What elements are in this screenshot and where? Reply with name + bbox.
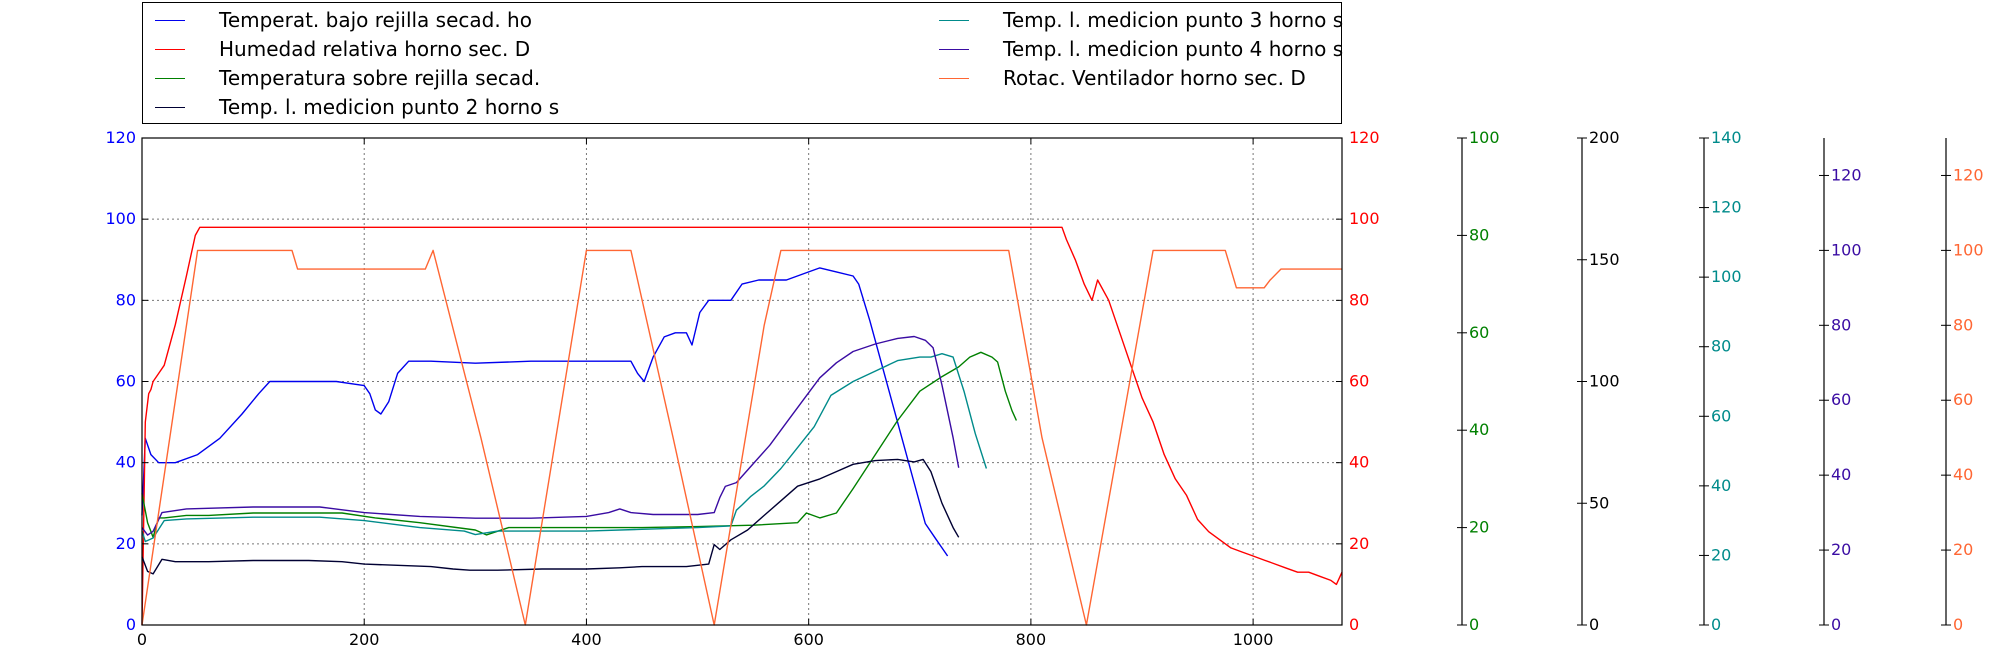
legend-label: Temperatura sobre rejilla secad. [219, 66, 541, 90]
series-line [141, 335, 960, 536]
y-tick-label: 100 [1469, 128, 1500, 147]
x-tick-label: 0 [137, 630, 147, 649]
y-tick-label: 60 [1953, 390, 1973, 409]
y-tick-label: 40 [1349, 453, 1369, 472]
y-tick-label: 80 [116, 290, 136, 309]
series-line [141, 458, 960, 575]
y-tick-label: 0 [1711, 615, 1721, 634]
legend-label: Temp. l. medicion punto 3 horno s [1003, 8, 1344, 32]
y-tick-label: 150 [1589, 250, 1620, 269]
series-line [141, 249, 1342, 626]
x-tick-label: 600 [793, 630, 824, 649]
y-tick-label: 20 [1711, 545, 1731, 564]
y-tick-label: 40 [1953, 465, 1973, 484]
y-tick-label: 20 [1831, 540, 1851, 559]
series-line [141, 353, 988, 543]
y-tick-label: 0 [1349, 615, 1359, 634]
y-tick-label: 0 [1469, 615, 1479, 634]
y-tick-label: 100 [1831, 240, 1862, 259]
series-line [141, 226, 1343, 626]
series-line [141, 267, 949, 557]
legend-swatch [155, 77, 185, 79]
x-tick-label: 400 [571, 630, 602, 649]
legend-item: Temp. l. medicion punto 2 horno s [155, 94, 559, 120]
y-tick-label: 80 [1349, 290, 1369, 309]
y-tick-label: 20 [116, 534, 136, 553]
series-lines [141, 226, 1343, 626]
y-tick-label: 80 [1831, 315, 1851, 334]
legend-item: Rotac. Ventilador horno sec. D [939, 65, 1306, 91]
y-tick-label: 40 [116, 453, 136, 472]
legend-item: Temp. l. medicion punto 4 horno s [939, 36, 1343, 62]
y-tick-label: 100 [1349, 209, 1380, 228]
legend-swatch [155, 19, 185, 21]
y-tick-label: 0 [1831, 615, 1841, 634]
y-tick-label: 120 [1953, 165, 1984, 184]
y-tick-label: 200 [1589, 128, 1620, 147]
legend-label: Temperat. bajo rejilla secad. ho [219, 8, 532, 32]
y-tick-label: 140 [1711, 128, 1742, 147]
x-tick-label: 800 [1016, 630, 1047, 649]
y-tick-label: 40 [1711, 476, 1731, 495]
y-tick-label: 60 [1349, 372, 1369, 391]
y-tick-label: 0 [126, 615, 136, 634]
y-tick-label: 100 [1589, 372, 1620, 391]
y-tick-label: 120 [1349, 128, 1380, 147]
y-tick-label: 60 [1831, 390, 1851, 409]
legend-swatch [939, 48, 969, 50]
y-tick-label: 120 [105, 128, 136, 147]
legend-item: Temperatura sobre rejilla secad. [155, 65, 540, 91]
axes: 0 200 400 600 800 100002040608010012002040608… [105, 128, 1983, 649]
y-tick-label: 20 [1953, 540, 1973, 559]
x-tick-label: 200 [349, 630, 380, 649]
legend-swatch [155, 48, 185, 50]
y-tick-label: 0 [1589, 615, 1599, 634]
y-tick-label: 40 [1831, 465, 1851, 484]
series-line [141, 351, 1018, 538]
y-tick-label: 80 [1711, 337, 1731, 356]
legend-label: Humedad relativa horno sec. D [219, 37, 531, 61]
y-tick-label: 100 [1711, 267, 1742, 286]
legend: Temperat. bajo rejilla secad. ho Humedad… [142, 2, 1343, 124]
grid-lines [142, 138, 1342, 625]
y-tick-label: 60 [1469, 323, 1489, 342]
legend-label: Temp. l. medicion punto 4 horno s [1003, 37, 1344, 61]
y-tick-label: 100 [1953, 240, 1984, 259]
y-tick-label: 20 [1349, 534, 1369, 553]
y-tick-label: 50 [1589, 493, 1609, 512]
legend-swatch [939, 19, 969, 21]
y-tick-label: 0 [1953, 615, 1963, 634]
x-tick-label: 1000 [1233, 630, 1274, 649]
y-tick-label: 40 [1469, 420, 1489, 439]
legend-label: Rotac. Ventilador horno sec. D [1003, 66, 1306, 90]
y-tick-label: 120 [1831, 165, 1862, 184]
y-tick-label: 80 [1953, 315, 1973, 334]
legend-swatch [155, 106, 185, 108]
y-tick-label: 100 [105, 209, 136, 228]
legend-item: Temp. l. medicion punto 3 horno s [939, 7, 1343, 33]
legend-item: Humedad relativa horno sec. D [155, 36, 530, 62]
y-tick-label: 60 [1711, 406, 1731, 425]
y-tick-label: 20 [1469, 518, 1489, 537]
legend-label: Temp. l. medicion punto 2 horno s [219, 95, 560, 119]
y-tick-label: 80 [1469, 225, 1489, 244]
y-tick-label: 60 [116, 372, 136, 391]
legend-swatch [939, 77, 969, 79]
y-tick-label: 120 [1711, 198, 1742, 217]
legend-item: Temperat. bajo rejilla secad. ho [155, 7, 532, 33]
